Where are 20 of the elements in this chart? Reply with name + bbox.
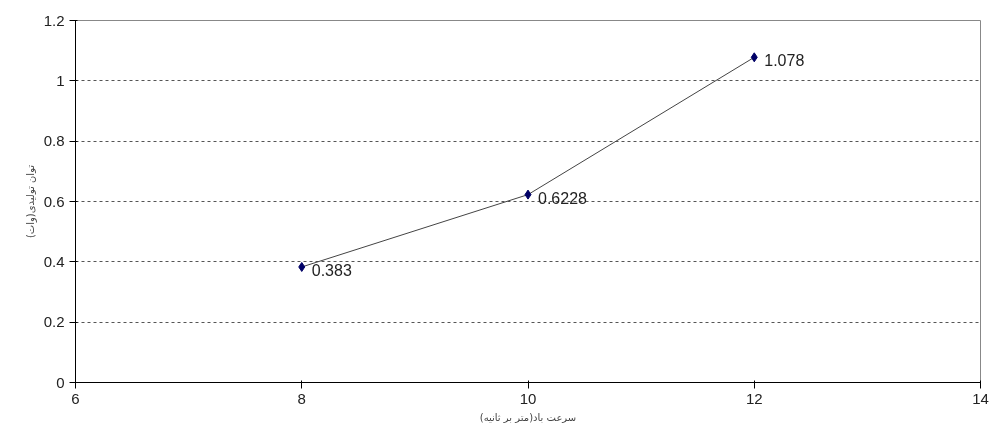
- y-tick-label: 0.2: [43, 313, 65, 331]
- y-tick-label: 1.2: [43, 11, 65, 29]
- y-tick-label: 1: [56, 71, 65, 89]
- x-axis-title: سرعت باد(متر بر ثانیه): [479, 411, 577, 423]
- y-tick-label: 0.6: [43, 192, 65, 210]
- x-tick-label: 10: [519, 389, 537, 407]
- data-label: 0.383: [311, 261, 352, 279]
- x-tick-label: 12: [745, 389, 763, 407]
- y-tick-label: 0.4: [43, 252, 65, 270]
- x-tick-label: 14: [972, 389, 989, 407]
- data-label: 0.6228: [538, 189, 588, 207]
- point: [524, 189, 532, 200]
- point: [750, 52, 758, 63]
- y-tick-label: 0.8: [43, 132, 65, 150]
- y-tick-label: 0: [56, 373, 65, 391]
- y-axis-title: توان تولیدی(وات): [24, 164, 37, 239]
- point: [298, 261, 306, 272]
- x-tick-label: 6: [71, 389, 80, 407]
- data-label: 1.078: [764, 52, 805, 70]
- x-tick-label: 8: [297, 389, 306, 407]
